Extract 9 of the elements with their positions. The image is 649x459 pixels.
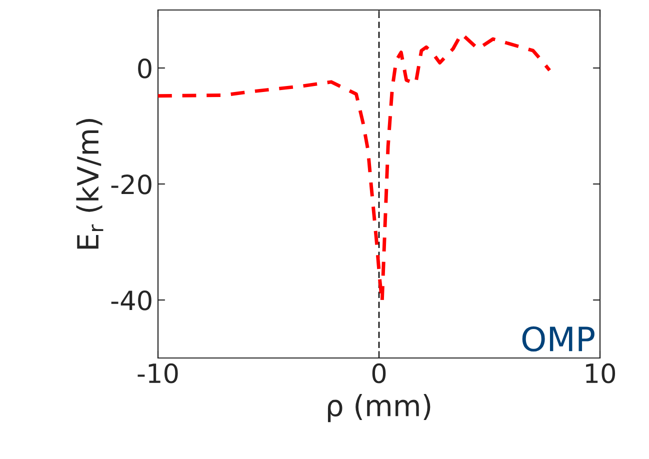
- y-tick-label: 0: [138, 58, 152, 78]
- x-tick-label: 10: [586, 363, 616, 384]
- x-tick-label: -10: [138, 363, 178, 384]
- x-axis-title: ρ (mm): [328, 394, 430, 422]
- y-axis-title: E$_{r}$ (kV/m): [76, 119, 104, 249]
- y-tick-label: -40: [111, 290, 152, 310]
- x-tick-label: 0: [372, 363, 386, 384]
- y-tick-label: -20: [111, 174, 152, 194]
- annotation: OMP: [522, 326, 594, 352]
